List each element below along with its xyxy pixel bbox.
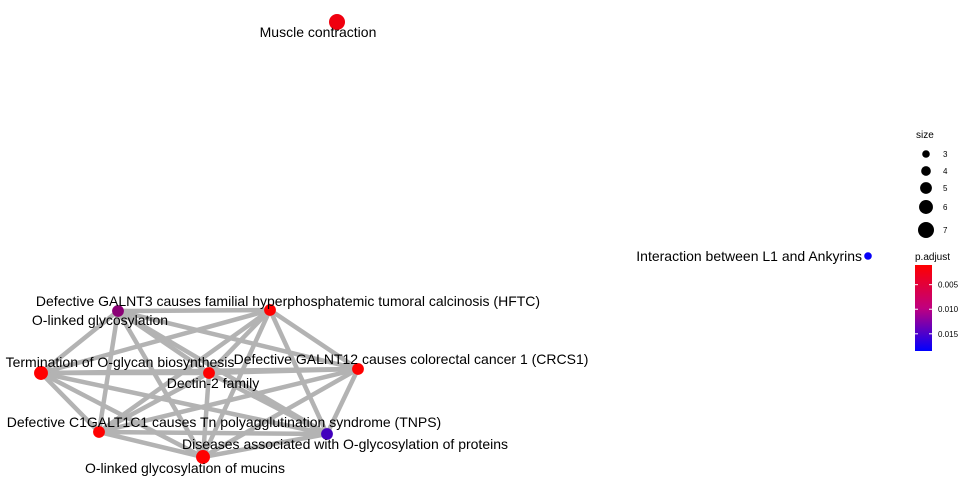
size-legend-dot-6 <box>919 200 933 214</box>
edge-termination-diseases <box>38 370 330 437</box>
size-legend: 3 4 5 6 7 <box>918 150 948 238</box>
edge-termination-c1galt1c1 <box>38 370 102 435</box>
color-tick-label-0.005: 0.005 <box>938 281 959 290</box>
edge-layer <box>38 307 361 460</box>
node-label-olinked: O-linked glycosylation <box>32 312 168 328</box>
node-l1 <box>864 252 872 260</box>
label-layer: Muscle contraction Interaction between L1… <box>6 24 862 476</box>
edge-galnt12-mucins <box>200 366 361 460</box>
edge-galnt3-dectin <box>206 307 273 376</box>
edge-c1galt1c1-diseases <box>96 429 330 437</box>
edge-c1galt1c1-mucins <box>96 429 206 460</box>
node-label-dectin: Dectin-2 family <box>167 375 260 391</box>
color-legend-title: p.adjust <box>915 252 950 263</box>
node-c1galt1c1 <box>93 426 105 438</box>
edge-termination-mucins <box>38 370 206 460</box>
size-legend-dot-7 <box>918 222 934 238</box>
node-diseases <box>321 428 333 440</box>
edge-galnt3-termination <box>38 307 273 376</box>
node-label-diseases: Diseases associated with O-glycosylation… <box>182 436 508 452</box>
node-label-l1: Interaction between L1 and Ankyrins <box>636 248 862 264</box>
node-termination <box>34 366 48 380</box>
size-legend-label-5: 5 <box>943 184 948 193</box>
size-legend-title: size <box>916 130 934 141</box>
node-olinked <box>112 305 124 317</box>
size-legend-label-3: 3 <box>943 150 948 159</box>
color-tick-label-0.010: 0.010 <box>938 305 959 314</box>
color-tick-label-0.015: 0.015 <box>938 330 959 339</box>
node-mucins <box>196 450 210 464</box>
color-legend-ticks: 0.005 0.010 0.015 <box>915 281 959 339</box>
size-legend-label-7: 7 <box>943 226 948 235</box>
node-label-c1galt1c1: Defective C1GALT1C1 causes Tn polyagglut… <box>7 414 441 430</box>
node-label-termination: Termination of O-glycan biosynthesis <box>6 354 235 370</box>
size-legend-dot-3 <box>922 150 930 158</box>
node-galnt3 <box>264 304 276 316</box>
size-legend-dot-5 <box>920 182 932 194</box>
edge-galnt12-c1galt1c1 <box>96 366 361 435</box>
edge-galnt12-diseases <box>324 366 361 437</box>
edge-galnt12-dectin <box>206 366 361 376</box>
edge-galnt3-galnt12 <box>267 307 361 372</box>
color-bar <box>915 265 932 351</box>
edge-diseases-mucins <box>200 431 330 460</box>
node-label-galnt12: Defective GALNT12 causes colorectal canc… <box>234 351 589 367</box>
edge-olinked-galnt3 <box>115 307 273 314</box>
node-label-muscle: Muscle contraction <box>260 24 377 40</box>
edge-olinked-termination <box>38 308 121 376</box>
edge-dectin-diseases <box>206 370 330 437</box>
edge-dectin-c1galt1c1 <box>96 370 212 435</box>
node-muscle <box>329 14 345 30</box>
size-legend-label-4: 4 <box>943 167 948 176</box>
size-legend-dot-4 <box>921 166 931 176</box>
node-label-galnt3: Defective GALNT3 causes familial hyperph… <box>36 293 540 309</box>
node-dectin <box>203 367 215 379</box>
node-galnt12 <box>352 363 364 375</box>
edge-dectin-mucins <box>200 370 212 460</box>
legend: size 3 4 5 6 7 p.adjust 0.005 0.010 0.015 <box>915 130 959 351</box>
node-layer <box>34 14 872 464</box>
size-legend-label-6: 6 <box>943 203 948 212</box>
node-label-mucins: O-linked glycosylation of mucins <box>85 460 285 476</box>
